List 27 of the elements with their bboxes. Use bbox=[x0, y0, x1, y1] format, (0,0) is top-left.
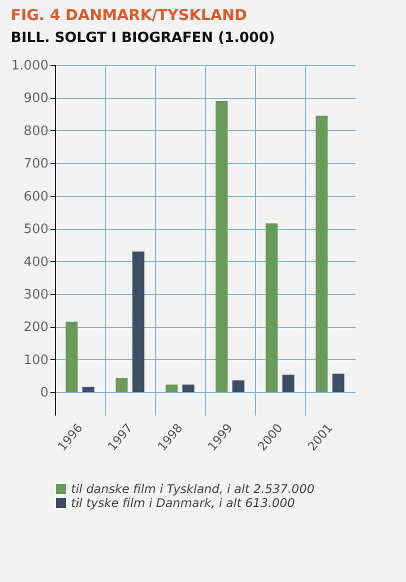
chart-subtitle: BILL. SOLGT I BIOGRAFEN (1.000) bbox=[10, 30, 276, 46]
legend-label: til tyske film i Danmark, i alt 613.000 bbox=[71, 496, 296, 510]
y-tick-label: 500 bbox=[24, 222, 48, 238]
y-tick-label: 900 bbox=[24, 91, 48, 106]
y-tick-label: 400 bbox=[24, 254, 48, 270]
chart-title: FIG. 4 DANMARK/TYSKLAND bbox=[10, 6, 247, 24]
legend-label: til danske film i Tyskland, i alt 2.537.000 bbox=[71, 482, 315, 496]
y-tick-label: 300 bbox=[24, 287, 48, 302]
bar bbox=[316, 116, 328, 392]
y-tick-label: 1.000 bbox=[11, 58, 48, 74]
bar bbox=[282, 374, 294, 392]
y-tick-label: 200 bbox=[24, 320, 48, 336]
bar bbox=[216, 100, 228, 392]
y-tick-label: 700 bbox=[24, 156, 48, 172]
y-tick-label: 0 bbox=[40, 386, 48, 401]
bar bbox=[332, 374, 344, 392]
y-tick-label: 100 bbox=[24, 352, 48, 368]
y-tick-label: 800 bbox=[24, 124, 48, 139]
bar bbox=[166, 384, 178, 392]
bar bbox=[232, 380, 244, 392]
bar bbox=[132, 251, 144, 392]
bar bbox=[182, 384, 194, 392]
bar bbox=[66, 322, 78, 392]
y-tick-label: 600 bbox=[24, 189, 48, 204]
bar bbox=[82, 386, 94, 392]
bar bbox=[116, 378, 128, 392]
bar bbox=[266, 223, 278, 392]
